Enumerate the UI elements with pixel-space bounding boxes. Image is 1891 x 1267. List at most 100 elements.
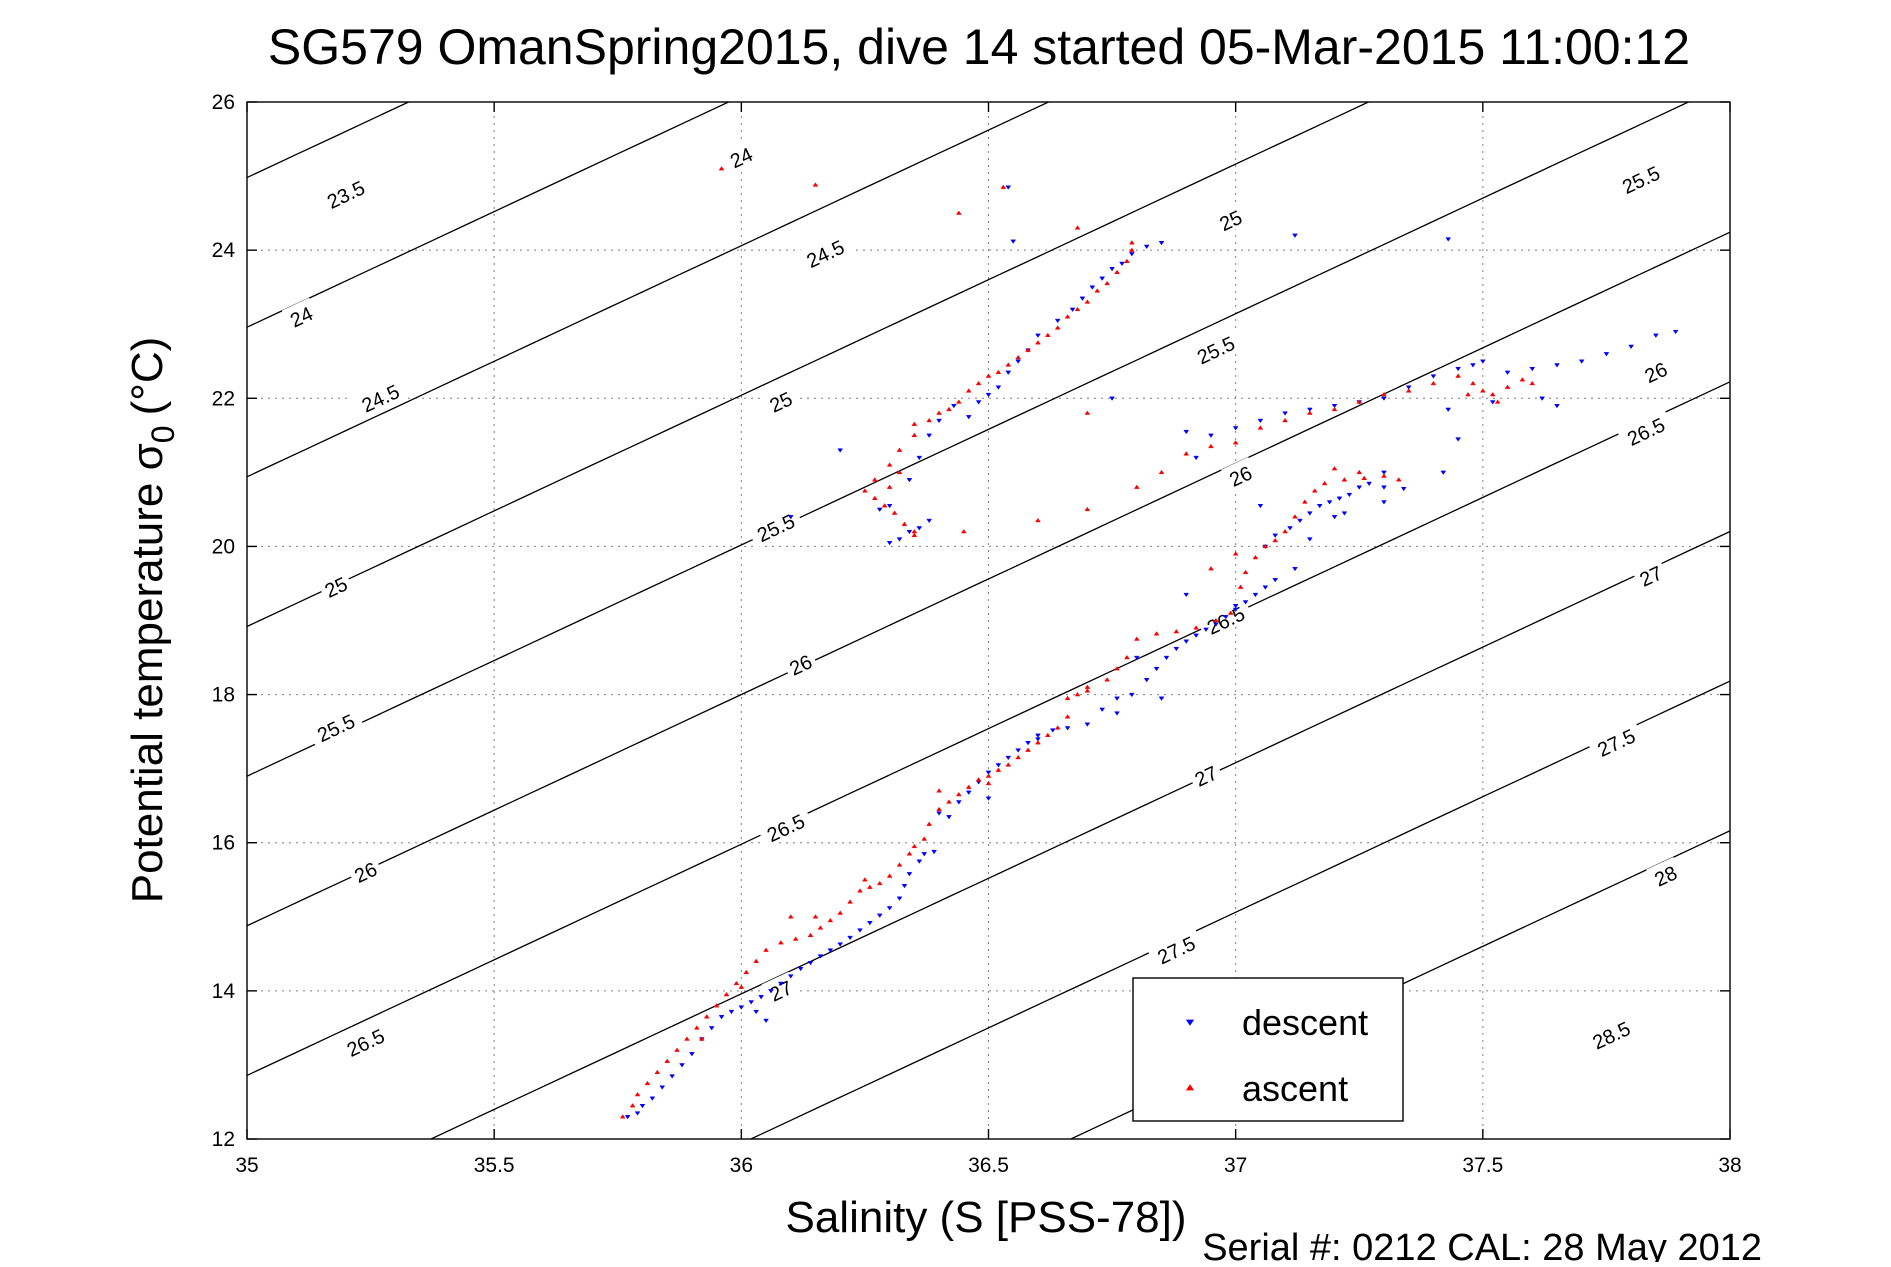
descent-point xyxy=(886,541,893,546)
ascent-point xyxy=(1074,225,1081,230)
ascent-point xyxy=(995,369,1002,375)
descent-point xyxy=(1035,733,1041,738)
descent-point xyxy=(1297,518,1303,524)
ascent-point xyxy=(921,836,928,841)
ascent-point xyxy=(1489,391,1496,397)
ascent-point xyxy=(703,1014,710,1019)
ascent-point xyxy=(827,917,834,923)
ascent-point xyxy=(955,210,962,215)
ascent-point xyxy=(634,1091,641,1097)
descent-point xyxy=(995,385,1002,390)
ascent-point xyxy=(1331,466,1338,471)
descent-point xyxy=(1257,418,1264,424)
descent-point xyxy=(916,526,923,531)
ascent-point xyxy=(1124,654,1130,660)
ascent-point xyxy=(901,521,908,526)
data-points xyxy=(619,166,1679,1120)
contour-label-bg xyxy=(1196,596,1254,641)
descent-point xyxy=(728,1009,735,1015)
ascent-point xyxy=(1193,625,1199,630)
descent-point xyxy=(1381,396,1387,401)
ascent-point xyxy=(886,484,893,489)
contour-label-group: 26.5 xyxy=(756,804,814,848)
descent-point xyxy=(1193,633,1199,638)
ascent-point xyxy=(1064,714,1071,719)
ascent-point xyxy=(896,447,903,452)
descent-point xyxy=(955,800,962,805)
ascent-point xyxy=(881,503,888,508)
ascent-point xyxy=(1104,280,1111,286)
ascent-point xyxy=(1213,617,1219,623)
contour-label-bg xyxy=(351,374,409,419)
ascent-point xyxy=(817,925,824,930)
ascent-point xyxy=(1153,631,1160,636)
contour-label-bg xyxy=(1211,201,1249,236)
descent-point xyxy=(1099,276,1106,281)
descent-point xyxy=(951,404,957,409)
ascent-point xyxy=(911,843,918,849)
descent-point xyxy=(837,942,844,947)
contour-label-bg xyxy=(781,645,819,681)
ascent-point xyxy=(1025,747,1031,752)
isopycnal-24.5 xyxy=(247,102,729,328)
ascent-point xyxy=(1257,425,1264,430)
descent-point xyxy=(1183,429,1190,435)
descent-point xyxy=(921,852,928,857)
ascent-point xyxy=(1361,475,1368,480)
descent-point xyxy=(1109,266,1115,272)
ascent-point xyxy=(1074,306,1081,312)
ascent-point xyxy=(1074,691,1081,697)
descent-point xyxy=(1306,407,1313,413)
ascent-point xyxy=(1104,677,1111,682)
contour-label-group: 28.5 xyxy=(1581,1011,1640,1056)
legend: descent ascent xyxy=(1132,977,1404,1122)
descent-point xyxy=(1430,374,1437,379)
contour-label-bg xyxy=(1586,718,1645,763)
ascent-point xyxy=(1356,399,1363,404)
ascent-point xyxy=(955,791,962,797)
ascent-point xyxy=(975,380,982,386)
descent-point xyxy=(1445,237,1452,242)
descent-point xyxy=(1381,500,1387,505)
ascent-point xyxy=(674,1047,680,1052)
ascent-point xyxy=(985,780,992,786)
descent-point xyxy=(748,1000,755,1005)
ascent-point xyxy=(1208,443,1214,449)
descent-point xyxy=(926,518,933,524)
contour-label-group: 26 xyxy=(781,645,819,681)
descent-point xyxy=(1143,678,1150,683)
descent-point xyxy=(906,872,913,877)
ascent-point xyxy=(1356,469,1363,475)
descent-point xyxy=(985,392,992,398)
descent-point xyxy=(718,1015,725,1020)
descent-point xyxy=(916,455,923,461)
ascent-point xyxy=(733,980,740,986)
contour-label-bg xyxy=(721,138,760,174)
legend-box xyxy=(1132,977,1404,1122)
descent-point xyxy=(753,1009,760,1015)
ascent-point xyxy=(698,1036,705,1041)
isopycnal-28 xyxy=(750,680,1730,1139)
descent-point xyxy=(1133,655,1140,661)
ascent-point xyxy=(960,529,967,534)
descent-point xyxy=(787,974,794,979)
descent-point xyxy=(1381,485,1387,490)
descent-point xyxy=(1440,470,1447,475)
descent-point xyxy=(876,507,883,513)
descent-point xyxy=(1252,592,1259,598)
ascent-point xyxy=(1084,688,1091,693)
ascent-point xyxy=(778,940,784,945)
contour-label-bg xyxy=(1186,326,1244,371)
descent-point xyxy=(1213,622,1219,627)
contour-label-bg xyxy=(336,1018,394,1063)
descent-point xyxy=(1292,233,1298,238)
ascent-point xyxy=(1015,754,1022,760)
y-tick-label: 24 xyxy=(212,239,236,262)
ascent-point xyxy=(896,862,903,867)
ascent-point xyxy=(743,969,750,975)
ascent-point xyxy=(1005,362,1012,367)
descent-point xyxy=(975,400,982,405)
x-tick-label: 36.5 xyxy=(968,1154,1009,1177)
descent-point xyxy=(634,1111,641,1116)
descent-point xyxy=(866,921,873,926)
